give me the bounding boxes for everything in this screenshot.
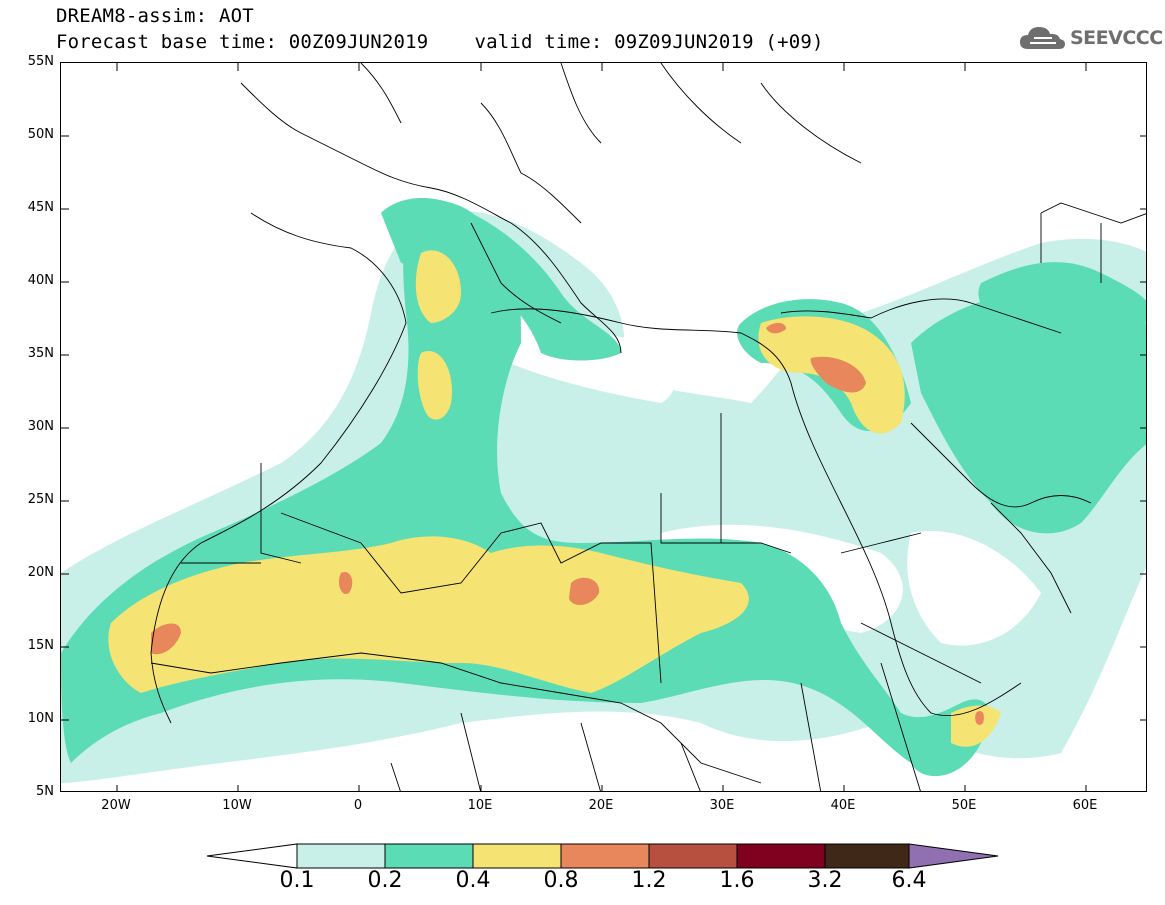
map-area — [60, 62, 1147, 792]
colorbar-box-3 — [472, 843, 562, 869]
colorbar-label-0-8: 0.8 — [543, 868, 579, 893]
aot-map — [61, 63, 1146, 791]
graticule-ticks — [61, 63, 1146, 791]
lat-label-25n: 25N — [27, 492, 54, 507]
lon-label-10w: 10W — [222, 798, 252, 813]
lat-label-30n: 30N — [27, 419, 54, 434]
seevccc-logo: SEEVCCC — [1018, 22, 1163, 54]
lat-label-40n: 40N — [27, 273, 54, 288]
lon-label-60e: 60E — [1072, 798, 1098, 813]
lon-label-20w: 20W — [101, 798, 131, 813]
colorbar-box-7 — [824, 843, 910, 869]
colorbar-label-0-4: 0.4 — [455, 868, 491, 893]
lon-label-0: 0 — [353, 798, 363, 813]
lat-label-55n: 55N — [27, 54, 54, 69]
aot-contour-level3 — [108, 250, 1001, 747]
lat-label-5n: 5N — [36, 784, 54, 799]
lat-label-50n: 50N — [27, 127, 54, 142]
colorbar-label-0-2: 0.2 — [367, 868, 403, 893]
lon-label-40e: 40E — [830, 798, 856, 813]
map-title: DREAM8-assim: AOT — [56, 5, 254, 27]
colorbar-label-1-2: 1.2 — [631, 868, 667, 893]
map-subtitle: Forecast base time: 00Z09JUN2019 valid ti… — [56, 31, 824, 53]
aot-contour-level4 — [151, 322, 984, 725]
lon-label-10e: 10E — [467, 798, 493, 813]
coastlines — [150, 63, 1146, 791]
lon-label-30e: 30E — [709, 798, 735, 813]
colorbar-box-4 — [560, 843, 650, 869]
colorbar-label-0-1: 0.1 — [279, 868, 315, 893]
colorbar-box-2 — [384, 843, 474, 869]
colorbar-under-arrow — [206, 843, 298, 869]
base-time: Forecast base time: 00Z09JUN2019 — [56, 31, 429, 53]
colorbar-box-6 — [736, 843, 826, 869]
lat-label-45n: 45N — [27, 200, 54, 215]
lat-label-20n: 20N — [27, 565, 54, 580]
colorbar-label-1-6: 1.6 — [719, 868, 755, 893]
colorbar-box-1 — [296, 843, 386, 869]
colorbar-label-3-2: 3.2 — [807, 868, 843, 893]
colorbar-box-5 — [648, 843, 738, 869]
colorbar — [206, 843, 999, 869]
lat-label-10n: 10N — [27, 711, 54, 726]
logo-text: SEEVCCC — [1070, 27, 1163, 49]
lat-label-15n: 15N — [27, 638, 54, 653]
lon-label-20e: 20E — [588, 798, 614, 813]
valid-time: valid time: 09Z09JUN2019 (+09) — [474, 31, 824, 53]
colorbar-over-arrow — [908, 843, 999, 869]
cloud-icon — [1020, 27, 1065, 49]
colorbar-label-6-4: 6.4 — [891, 868, 927, 893]
lon-label-50e: 50E — [951, 798, 977, 813]
lat-label-35n: 35N — [27, 346, 54, 361]
